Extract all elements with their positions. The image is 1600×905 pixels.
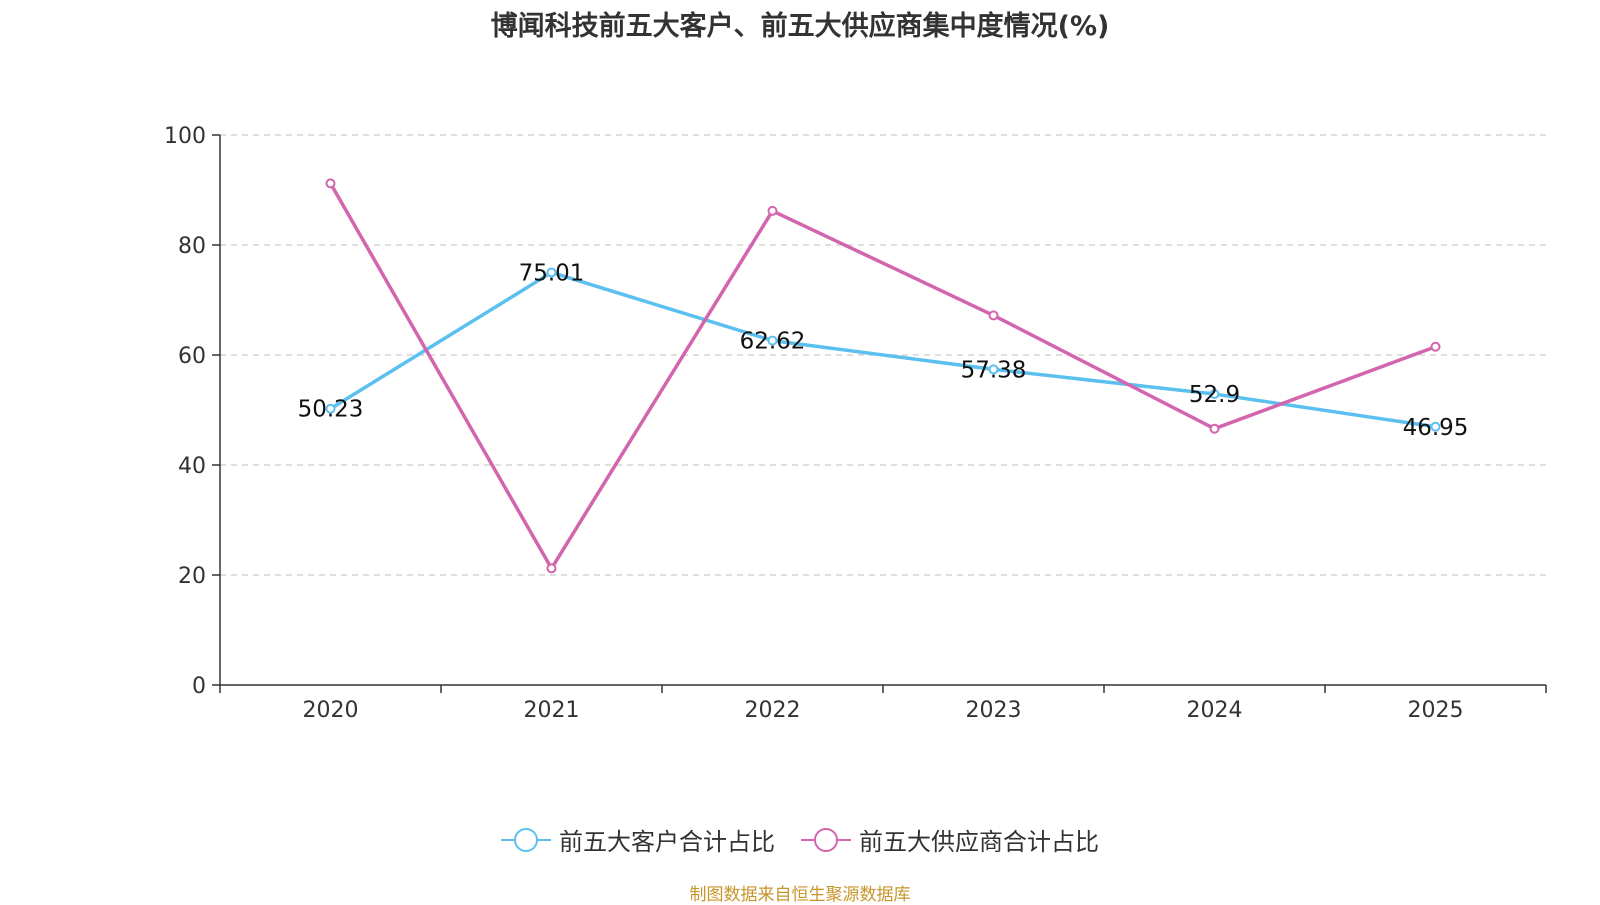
data-label-s1-2021: 75.01 — [519, 260, 585, 286]
data-label-s1-2022: 62.62 — [740, 329, 806, 355]
legend-label-customers: 前五大客户合计占比 — [559, 828, 775, 856]
y-tick-label-40: 40 — [178, 454, 206, 479]
x-tick-label-2023: 2023 — [966, 698, 1022, 723]
data-label-s1-2023: 57.38 — [961, 357, 1027, 383]
data-point-s1-2024 — [1209, 389, 1220, 400]
legend-marker-suppliers — [801, 827, 851, 852]
legend: 前五大客户合计占比 前五大供应商合计占比 — [0, 822, 1600, 857]
data-point-s2-2020 — [325, 178, 336, 189]
x-tick-label-2021: 2021 — [524, 698, 580, 723]
data-point-s2-2024 — [1209, 423, 1220, 434]
data-point-s1-2022 — [767, 335, 778, 346]
data-point-s1-2020 — [325, 403, 336, 414]
y-tick-label-20: 20 — [178, 564, 206, 589]
y-tick-label-0: 0 — [192, 674, 206, 699]
legend-item-customers[interactable]: 前五大客户合计占比 — [501, 822, 775, 857]
series-line-1 — [329, 270, 1436, 429]
line-chart: 0 20 40 60 80 100 2020 2021 2022 2023 2024 2025 50.… — [164, 124, 1547, 723]
data-label-s1-2025: 46.95 — [1403, 415, 1469, 441]
series-line-2 — [328, 182, 1437, 571]
x-tick-label-2024: 2024 — [1187, 698, 1243, 723]
legend-marker-customers — [501, 827, 551, 852]
data-point-s2-2023 — [988, 310, 999, 321]
y-tick-label-60: 60 — [178, 344, 206, 369]
y-tick-label-100: 100 — [164, 124, 206, 149]
legend-item-suppliers[interactable]: 前五大供应商合计占比 — [801, 822, 1099, 857]
data-point-s2-2025 — [1430, 341, 1441, 352]
data-source-note: 制图数据来自恒生聚源数据库 — [689, 885, 911, 905]
x-tick-label-2020: 2020 — [303, 698, 359, 723]
data-point-s2-2021 — [546, 563, 557, 574]
data-label-s1-2024: 52.9 — [1189, 382, 1240, 408]
legend-label-suppliers: 前五大供应商合计占比 — [859, 828, 1099, 856]
data-point-s2-2022 — [767, 205, 778, 216]
data-label-s1-2020: 50.23 — [298, 397, 364, 423]
x-tick-label-2022: 2022 — [745, 698, 801, 723]
data-point-s1-2023 — [988, 364, 999, 375]
chart-title: 博闻科技前五大客户、前五大供应商集中度情况(%) — [490, 11, 1110, 42]
data-point-s1-2021 — [546, 267, 557, 278]
y-tick-label-80: 80 — [178, 234, 206, 259]
x-tick-label-2025: 2025 — [1408, 698, 1464, 723]
data-point-s1-2025 — [1430, 421, 1441, 432]
